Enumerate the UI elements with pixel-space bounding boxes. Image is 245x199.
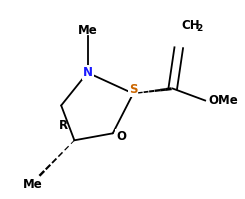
Text: OMe: OMe	[209, 94, 238, 107]
Text: O: O	[116, 130, 126, 143]
Text: CH: CH	[181, 19, 200, 32]
Text: S: S	[129, 83, 137, 96]
Text: Me: Me	[78, 24, 98, 37]
Text: Me: Me	[23, 178, 42, 191]
Text: R: R	[59, 119, 68, 132]
Text: 2: 2	[197, 24, 203, 33]
Text: N: N	[83, 66, 93, 79]
